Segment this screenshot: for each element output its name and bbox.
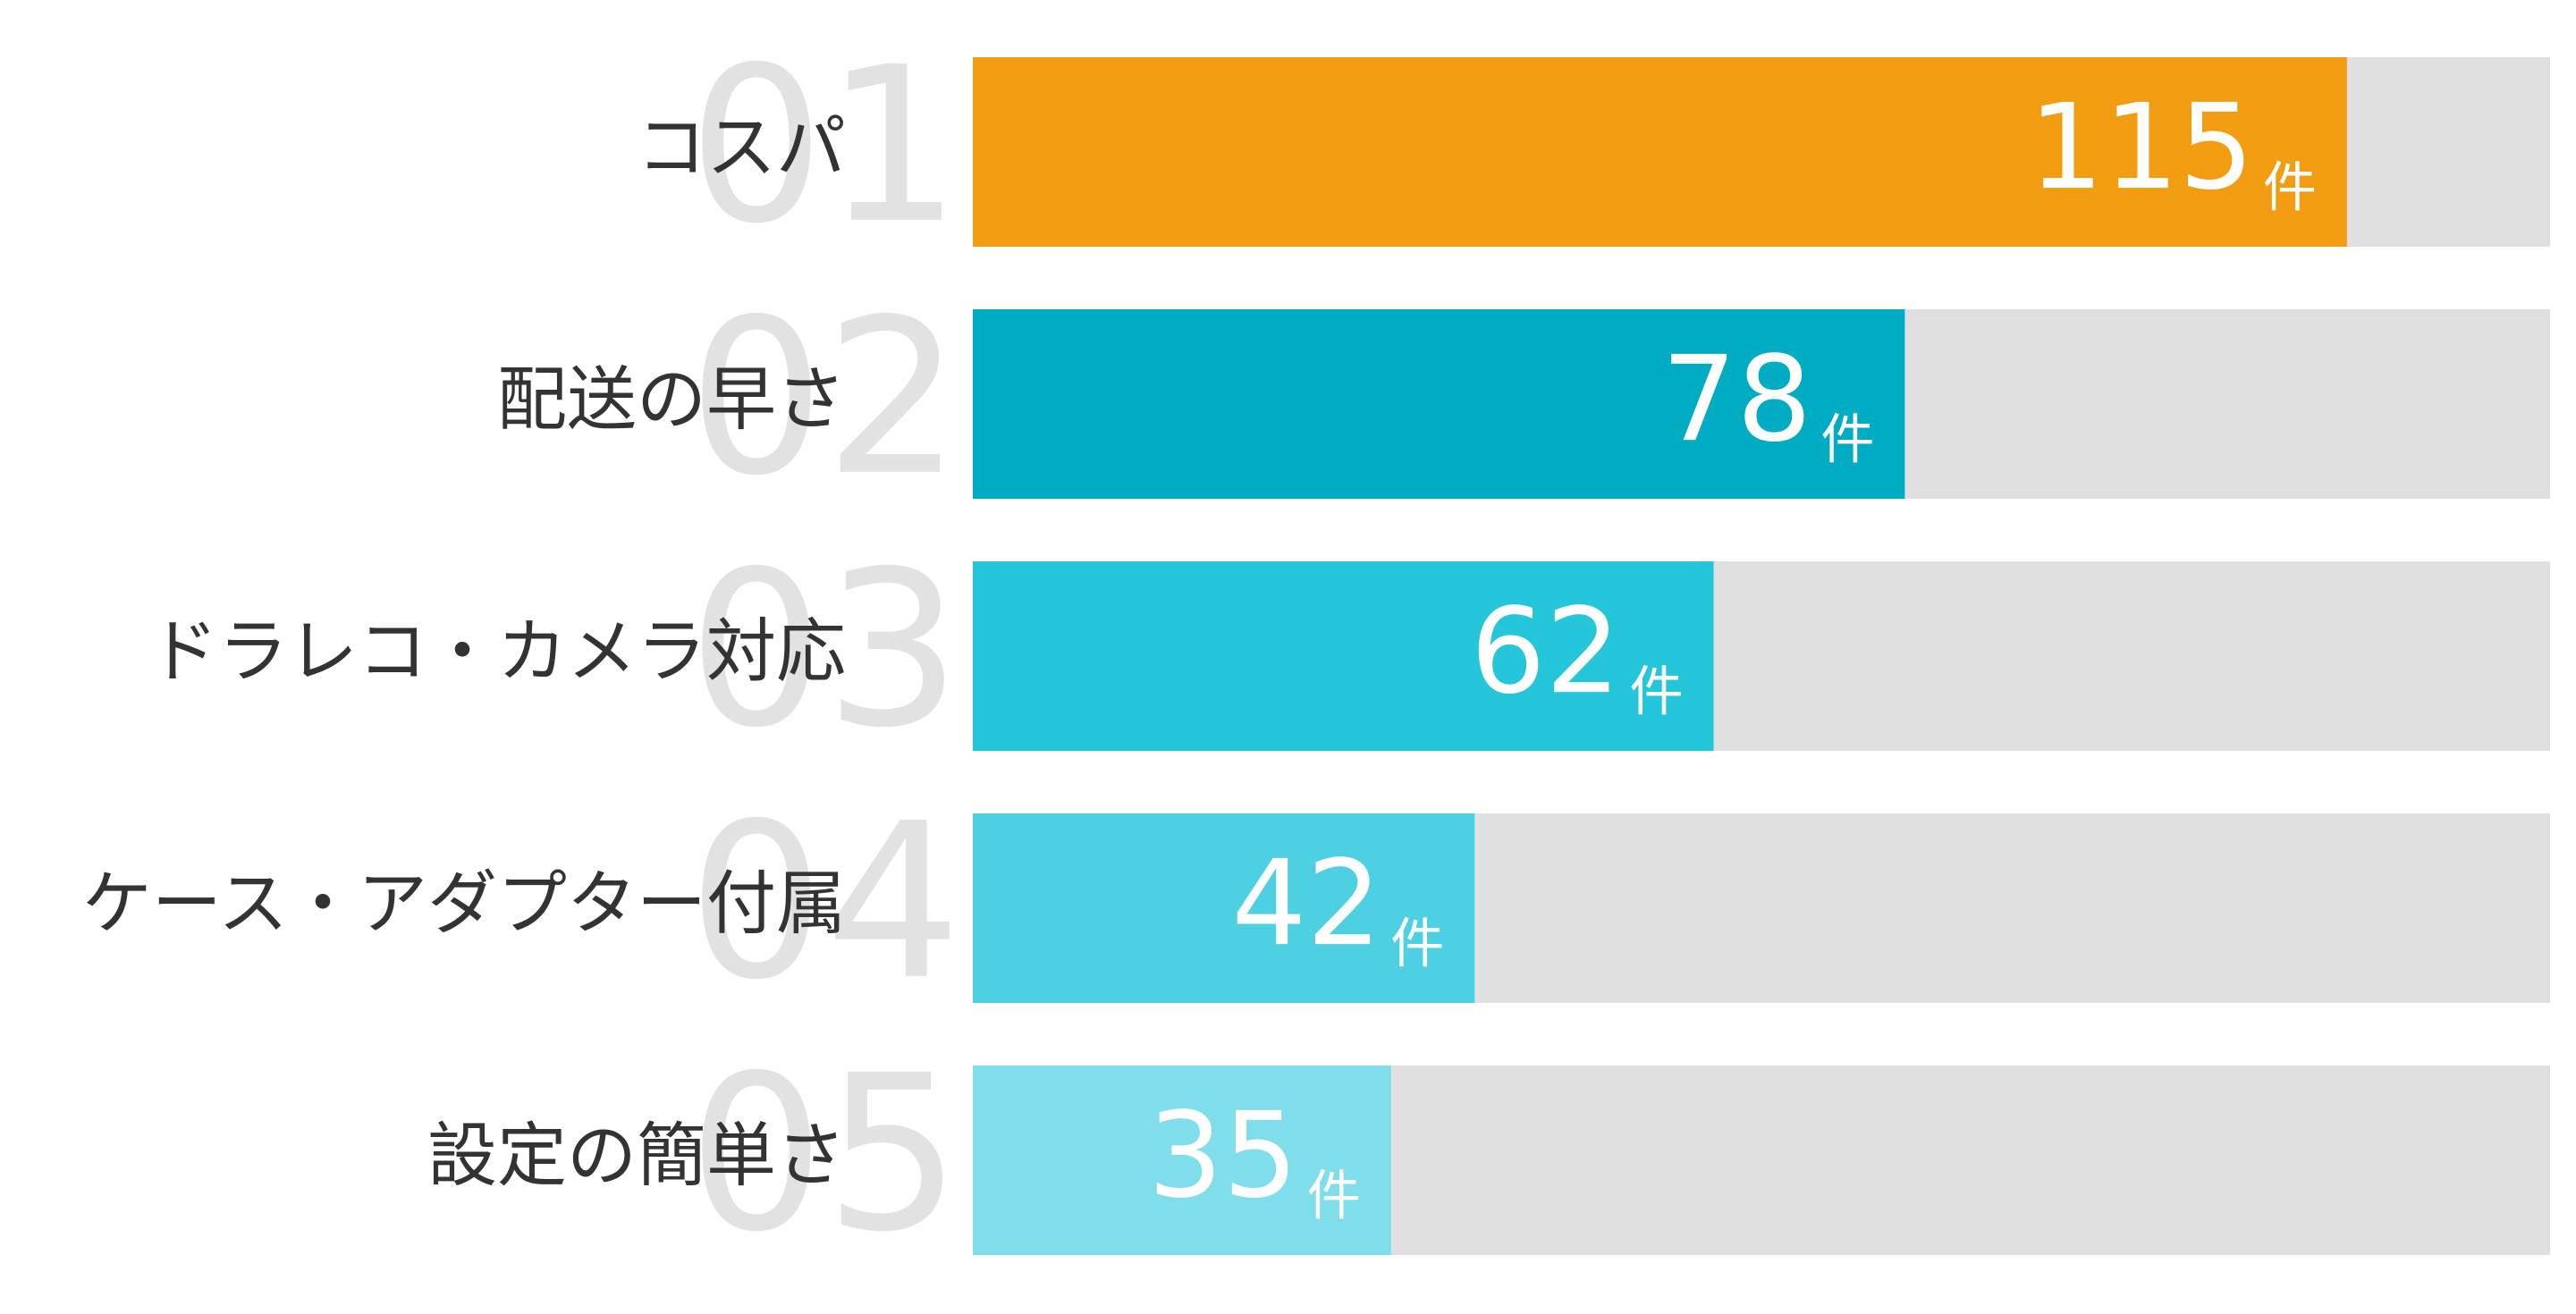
unit-label: 件 bbox=[2263, 157, 2317, 220]
value-label: 78 bbox=[1661, 331, 1812, 468]
value-label: 35 bbox=[1148, 1087, 1298, 1225]
rank-number: 04 bbox=[688, 777, 961, 1027]
bar bbox=[973, 57, 2347, 247]
bar bbox=[973, 1066, 1391, 1255]
rank-number: 01 bbox=[688, 21, 961, 271]
rank-number: 05 bbox=[688, 1029, 961, 1279]
rank-number: 03 bbox=[688, 525, 961, 775]
unit-label: 件 bbox=[1390, 914, 1444, 976]
value-label: 115 bbox=[2029, 79, 2254, 216]
unit-label: 件 bbox=[1820, 409, 1874, 472]
bar bbox=[973, 309, 1905, 499]
rank-number: 02 bbox=[688, 273, 961, 523]
unit-label: 件 bbox=[1307, 1166, 1361, 1228]
category-label: ドラレコ・カメラ対応 bbox=[148, 611, 846, 692]
bar bbox=[973, 561, 1714, 751]
category-label: コスパ bbox=[637, 107, 846, 188]
value-label: 62 bbox=[1471, 583, 1621, 720]
category-label: 配送の早さ bbox=[497, 359, 846, 440]
value-label: 42 bbox=[1231, 835, 1381, 973]
unit-label: 件 bbox=[1630, 661, 1684, 724]
category-label: 設定の簡単さ bbox=[427, 1116, 846, 1196]
category-label: ケース・アダプター付属 bbox=[82, 863, 846, 944]
bar bbox=[973, 813, 1475, 1003]
